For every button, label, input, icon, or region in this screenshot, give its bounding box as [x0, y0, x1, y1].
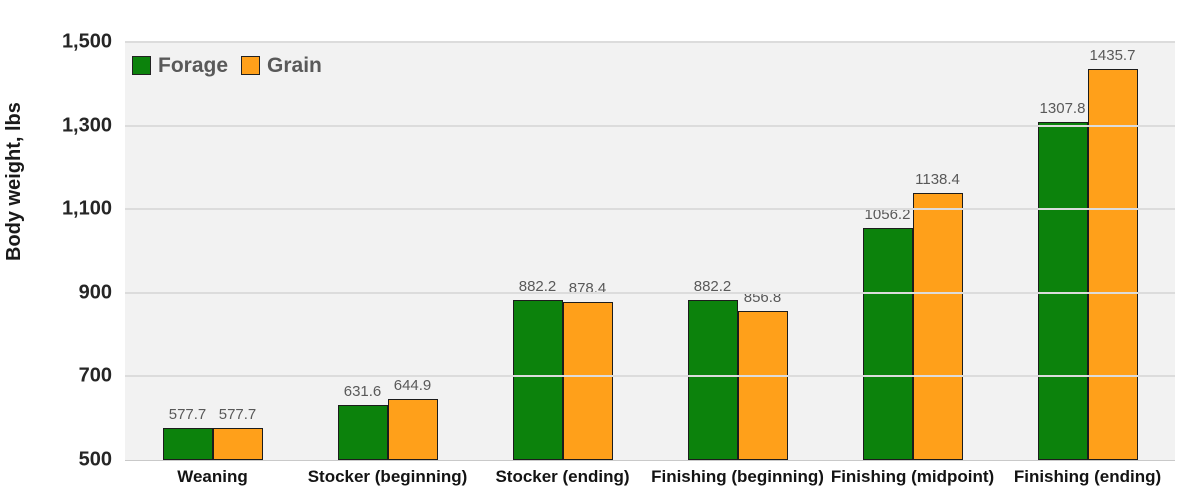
plot-area: Forage Grain 577.7 577.7 631.6 644.9 882.2 878…: [125, 41, 1175, 461]
bar-forage: [162, 427, 213, 460]
gridline: [125, 41, 1175, 43]
bar-value-label: 1307.8: [1039, 100, 1086, 118]
bar-wrap: 882.2: [687, 42, 738, 460]
x-axis-category-labels: Weaning Stocker (beginning) Stocker (endin…: [125, 467, 1175, 487]
bar-grain: [387, 399, 438, 460]
bar-pair: 1307.8 1435.7: [1037, 42, 1138, 460]
bar-groups: 577.7 577.7 631.6 644.9 882.2 878.4 882.2 856.8…: [125, 42, 1175, 460]
legend-item-forage: Forage: [132, 55, 228, 76]
gridline: [125, 208, 1175, 211]
bar-value-label: 1138.4: [915, 171, 960, 189]
bar-value-label: 577.7: [218, 405, 257, 423]
y-tick-label: 1,300: [61, 114, 112, 137]
bar-pair: 1056.2 1138.4: [862, 42, 963, 460]
gridline: [125, 291, 1175, 294]
bar-group: 631.6 644.9: [300, 42, 475, 460]
bar-group: 882.2 878.4: [475, 42, 650, 460]
bar-forage: [687, 300, 738, 460]
legend-swatch-icon: [132, 56, 151, 75]
bar-wrap: 1307.8: [1037, 42, 1088, 460]
x-category-label: Finishing (beginning): [651, 467, 824, 486]
bar-value-label: 631.6: [343, 383, 382, 400]
bar-pair: 577.7 577.7: [162, 42, 263, 460]
bar-value-label: 1056.2: [864, 205, 911, 223]
bar-wrap: 577.7: [212, 42, 263, 460]
legend-swatch-icon: [241, 56, 261, 75]
bar-wrap: 631.6: [337, 42, 388, 460]
bar-group: 1307.8 1435.7: [1000, 42, 1175, 460]
y-tick-label: 1,100: [61, 197, 112, 220]
bar-value-label: 644.9: [393, 377, 432, 395]
x-category-label: Stocker (beginning): [307, 467, 468, 486]
bar-pair: 882.2 856.8: [687, 42, 788, 460]
gridline: [125, 375, 1175, 378]
bar-wrap: 644.9: [387, 42, 438, 460]
bar-value-label: 1435.7: [1089, 46, 1136, 64]
bar-group: 577.7 577.7: [125, 42, 300, 460]
bar-group: 882.2 856.8: [650, 42, 825, 460]
bar-wrap: 856.8: [737, 42, 788, 460]
bar-wrap: 577.7: [162, 42, 213, 460]
x-category-label: Finishing (midpoint): [830, 467, 995, 486]
bar-grain: [562, 301, 613, 460]
bar-grain: [737, 310, 788, 460]
bar-grain: [1087, 68, 1138, 460]
gridline: [125, 124, 1175, 127]
bar-wrap: 1138.4: [912, 42, 963, 460]
bar-wrap: 878.4: [562, 42, 613, 460]
bar-forage: [862, 227, 913, 460]
y-tick-label: 1,500: [61, 30, 112, 53]
bar-forage: [512, 300, 563, 460]
bar-value-label: 882.2: [518, 278, 557, 296]
bar-pair: 882.2 878.4: [512, 42, 613, 460]
legend: Forage Grain: [132, 55, 322, 76]
bar-value-label: 882.2: [693, 278, 732, 296]
y-axis-tick-labels: 500 700 900 1,100 1,300 1,500: [0, 31, 112, 471]
y-tick-label: 700: [78, 364, 112, 387]
legend-label: Grain: [267, 54, 322, 77]
bar-grain: [212, 427, 263, 460]
y-tick-label: 900: [78, 281, 112, 304]
y-tick-label: 500: [78, 448, 112, 471]
bar-wrap: 1435.7: [1087, 42, 1138, 460]
x-category-label: Stocker (ending): [495, 467, 630, 486]
bar-group: 1056.2 1138.4: [825, 42, 1000, 460]
bar-grain: [912, 193, 963, 460]
bar-forage: [1037, 122, 1088, 460]
legend-item-grain: Grain: [241, 55, 322, 76]
bar-forage: [337, 405, 388, 460]
bar-pair: 631.6 644.9: [337, 42, 438, 460]
legend-label: Forage: [158, 54, 229, 77]
x-category-label: Weaning: [177, 467, 248, 486]
bar-wrap: 1056.2: [862, 42, 913, 460]
bar-value-label: 577.7: [168, 405, 207, 423]
bar-wrap: 882.2: [512, 42, 563, 460]
x-category-label: Finishing (ending): [1013, 467, 1162, 486]
